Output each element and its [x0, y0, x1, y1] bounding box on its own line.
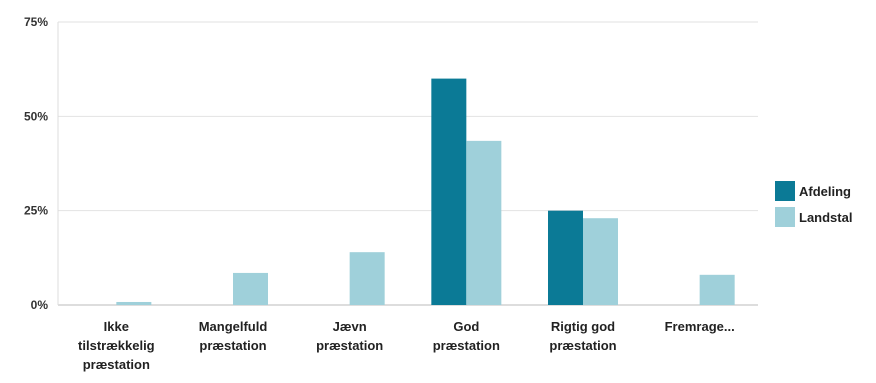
- bar-landstal-1: [233, 272, 268, 305]
- bar-landstal-5: [699, 274, 735, 305]
- legend-swatch-afdeling: [775, 181, 795, 201]
- gridlines: [57, 21, 758, 306]
- x-axis-labels: Ikke tilstrækkelig præstation Mangelfuld præ…: [78, 319, 735, 372]
- bar-afdeling-3: [431, 78, 467, 305]
- legend-label-landstal: Landstal: [799, 209, 853, 225]
- x-category-label: Jævn præstation: [316, 319, 383, 353]
- legend: Afdeling Landstal: [775, 178, 852, 230]
- y-tick-label: 50%: [24, 109, 48, 123]
- bar-landstal-0: [116, 301, 152, 305]
- bar-landstal-3: [466, 140, 502, 305]
- bar-landstal-2: [349, 252, 385, 305]
- x-category-label: Rigtig god præstation: [549, 319, 616, 353]
- legend-item-afdeling: Afdeling: [775, 178, 852, 204]
- bar-afdeling-4: [548, 210, 583, 305]
- legend-label-afdeling: Afdeling: [799, 183, 851, 199]
- x-category-label: God præstation: [433, 319, 500, 353]
- x-category-label: Fremrage...: [665, 319, 735, 334]
- y-tick-label: 0%: [31, 298, 49, 312]
- legend-swatch-landstal: [775, 207, 795, 227]
- y-tick-label: 25%: [24, 204, 48, 218]
- x-category-label: Mangelfuld præstation: [199, 319, 268, 353]
- bar-landstal-4: [583, 218, 618, 305]
- y-axis-ticks: 0% 25% 50% 75%: [24, 15, 48, 312]
- x-category-label: Ikke tilstrækkelig præstation: [78, 319, 155, 372]
- bars: [116, 78, 735, 305]
- legend-item-landstal: Landstal: [775, 204, 852, 230]
- y-tick-label: 75%: [24, 15, 48, 29]
